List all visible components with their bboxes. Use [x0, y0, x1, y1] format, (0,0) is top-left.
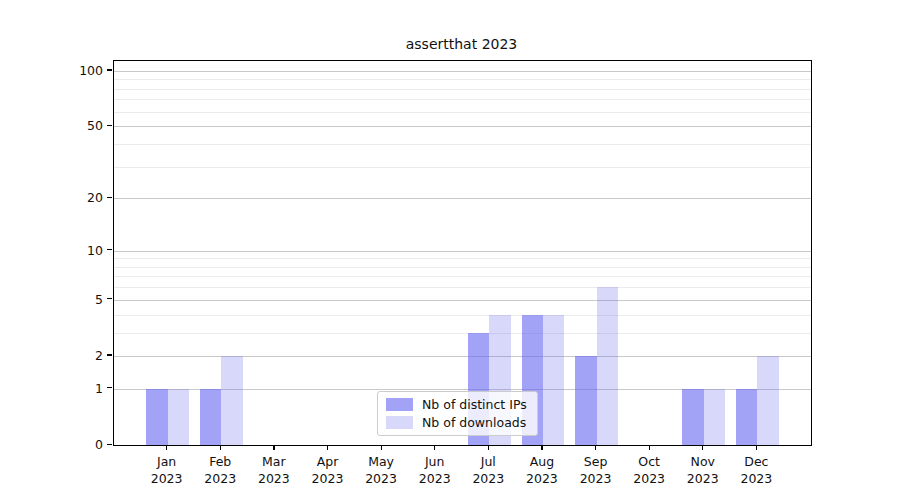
bar-nov-ips	[682, 389, 703, 445]
y-tick-mark	[107, 298, 112, 299]
minor-gridline	[114, 287, 811, 288]
minor-gridline	[114, 89, 811, 90]
x-tick-mark	[327, 445, 328, 450]
major-gridline	[114, 198, 811, 199]
plot-area	[113, 60, 812, 446]
x-tick-label: Jul2023	[458, 453, 518, 487]
y-tick-label: 2	[63, 347, 103, 362]
x-tick-label: Nov2023	[673, 453, 733, 487]
x-tick-mark	[541, 445, 542, 450]
bar-sep-ips	[575, 356, 596, 445]
y-tick-label: 100	[63, 62, 103, 77]
bar-jan-ips	[146, 389, 167, 445]
x-tick-label: Aug2023	[512, 453, 572, 487]
minor-gridline	[114, 333, 811, 334]
bar-nov-downloads	[704, 389, 725, 445]
minor-gridline	[114, 144, 811, 145]
y-tick-label: 10	[63, 242, 103, 257]
bar-feb-downloads	[221, 356, 242, 445]
chart-title: assertthat 2023	[113, 36, 810, 52]
x-tick-mark	[381, 445, 382, 450]
y-tick-mark	[107, 444, 112, 445]
x-tick-label: Mar2023	[244, 453, 304, 487]
major-gridline	[114, 251, 811, 252]
minor-gridline	[114, 267, 811, 268]
y-tick-label: 5	[63, 291, 103, 306]
legend-swatch	[386, 416, 413, 429]
bar-dec-downloads	[757, 356, 778, 445]
y-tick-mark	[107, 249, 112, 250]
x-tick-mark	[434, 445, 435, 450]
x-tick-mark	[756, 445, 757, 450]
y-tick-label: 20	[63, 190, 103, 205]
y-tick-mark	[107, 125, 112, 126]
legend-row: Nb of distinct IPs	[386, 397, 527, 412]
minor-gridline	[114, 99, 811, 100]
x-tick-mark	[595, 445, 596, 450]
x-tick-label: Feb2023	[190, 453, 250, 487]
minor-gridline	[114, 315, 811, 316]
y-tick-mark	[107, 387, 112, 388]
bar-dec-ips	[736, 389, 757, 445]
minor-gridline	[114, 167, 811, 168]
x-tick-label: Dec2023	[726, 453, 786, 487]
legend: Nb of distinct IPs Nb of downloads	[377, 391, 538, 436]
y-tick-label: 0	[63, 437, 103, 452]
bar-aug-downloads	[543, 315, 564, 445]
y-tick-mark	[107, 354, 112, 355]
minor-gridline	[114, 112, 811, 113]
x-tick-label: Sep2023	[566, 453, 626, 487]
x-tick-label: May2023	[351, 453, 411, 487]
legend-label: Nb of downloads	[422, 415, 526, 430]
major-gridline	[114, 126, 811, 127]
legend-label: Nb of distinct IPs	[422, 397, 527, 412]
x-tick-label: Jun2023	[405, 453, 465, 487]
y-tick-mark	[107, 197, 112, 198]
major-gridline	[114, 300, 811, 301]
x-tick-mark	[220, 445, 221, 450]
x-tick-label: Jan2023	[137, 453, 197, 487]
x-tick-mark	[702, 445, 703, 450]
major-gridline	[114, 356, 811, 357]
y-tick-mark	[107, 69, 112, 70]
minor-gridline	[114, 276, 811, 277]
minor-gridline	[114, 79, 811, 80]
bar-sep-downloads	[597, 287, 618, 445]
y-tick-label: 50	[63, 118, 103, 133]
major-gridline	[114, 71, 811, 72]
legend-row: Nb of downloads	[386, 415, 527, 430]
x-tick-label: Oct2023	[619, 453, 679, 487]
y-tick-label: 1	[63, 380, 103, 395]
x-tick-mark	[166, 445, 167, 450]
legend-swatch	[386, 398, 413, 411]
x-tick-mark	[649, 445, 650, 450]
x-tick-label: Apr2023	[297, 453, 357, 487]
x-tick-mark	[488, 445, 489, 450]
bar-jan-downloads	[168, 389, 189, 445]
bar-feb-ips	[200, 389, 221, 445]
x-tick-mark	[273, 445, 274, 450]
minor-gridline	[114, 258, 811, 259]
chart-figure: assertthat 2023 0 1 2 5 10 20 50 100 Jan2023Feb…	[0, 0, 900, 500]
